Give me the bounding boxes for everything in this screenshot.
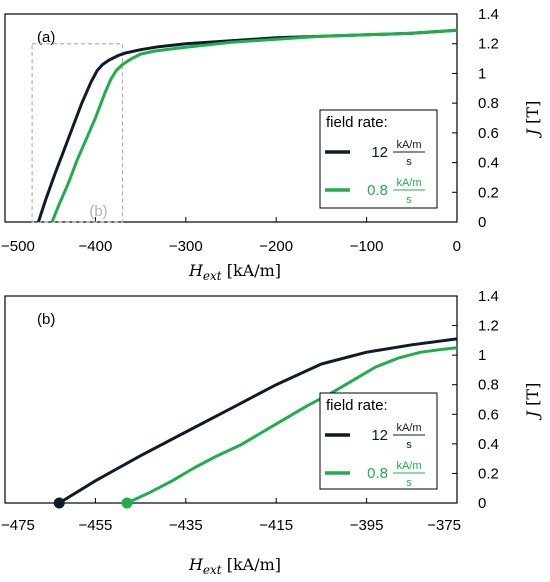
legend-unit-numerator: kA/m bbox=[396, 422, 421, 434]
panel-label: (b) bbox=[37, 311, 55, 328]
y-tick-label: 1.4 bbox=[478, 6, 499, 23]
legend-value: 12 bbox=[371, 144, 388, 161]
panel-label: (a) bbox=[37, 29, 55, 46]
x-tick-label: −455 bbox=[79, 517, 113, 534]
x-tick-label: −475 bbox=[1, 517, 35, 534]
series-line-1 bbox=[50, 28, 457, 222]
legend-title: field rate: bbox=[326, 114, 388, 131]
y-tick-label: 0.2 bbox=[478, 465, 499, 482]
panel-b: −475 −455 −435 −415 −395 −375 0 0.2 0.4 0.6 0.8 1 1.… bbox=[1, 288, 542, 577]
x-tick-label: −395 bbox=[350, 517, 384, 534]
y-axis-title: J [T] bbox=[523, 383, 542, 421]
y-tick-label: 0 bbox=[478, 214, 486, 231]
zoom-region-label: (b) bbox=[89, 203, 107, 220]
x-tick-label: −100 bbox=[350, 238, 384, 255]
series-start-marker bbox=[53, 497, 65, 509]
legend-unit-denominator: s bbox=[406, 439, 412, 451]
legend-value: 0.8 bbox=[367, 182, 388, 199]
y-tick-label: 0.8 bbox=[478, 95, 499, 112]
y-tick-label: 1.2 bbox=[478, 36, 499, 53]
y-axis-title: J [T] bbox=[523, 101, 542, 139]
legend-unit-numerator: kA/m bbox=[396, 139, 421, 151]
series-line-1 bbox=[126, 346, 457, 503]
legend-unit-denominator: s bbox=[406, 477, 412, 489]
y-tick-label: 1.4 bbox=[478, 288, 499, 305]
x-tick-label: −300 bbox=[169, 238, 203, 255]
legend-unit-denominator: s bbox=[406, 194, 412, 206]
panel-a: −500 −400 −300 −200 −100 00 0.2 0.4 0.6 0.8 1 1.2 1.… bbox=[1, 6, 542, 283]
legend-unit-numerator: kA/m bbox=[396, 177, 421, 189]
legend: field rate: 12 kA/m s 0.8 kA/m s bbox=[319, 109, 438, 209]
plot-frame bbox=[4, 295, 458, 504]
y-tick-label: 0.6 bbox=[478, 125, 499, 142]
legend-unit-numerator: kA/m bbox=[396, 460, 421, 472]
y-tick-label: 0.8 bbox=[478, 377, 499, 394]
y-tick-label: 1 bbox=[478, 347, 486, 364]
x-tick-label: −500 bbox=[1, 238, 35, 255]
x-tick-label: −415 bbox=[259, 517, 293, 534]
y-tick-label: 0.2 bbox=[478, 184, 499, 201]
y-tick-label: 1.2 bbox=[478, 318, 499, 335]
legend-title: field rate: bbox=[326, 397, 388, 414]
y-tick-label: 1 bbox=[478, 65, 486, 82]
legend: field rate: 12 kA/m s 0.8 kA/m s bbox=[319, 392, 438, 490]
x-tick-label: −400 bbox=[79, 238, 113, 255]
legend-value: 0.8 bbox=[367, 465, 388, 482]
x-tick-label: −200 bbox=[259, 238, 293, 255]
x-axis-title: Hext [kA/m] bbox=[188, 555, 281, 577]
y-tick-label: 0.4 bbox=[478, 155, 499, 172]
series-start-marker bbox=[121, 497, 133, 509]
series-line-0 bbox=[58, 337, 457, 503]
x-tick-label: 0 bbox=[453, 238, 461, 255]
plot-frame bbox=[4, 13, 458, 223]
legend-unit-denominator: s bbox=[406, 156, 412, 168]
x-tick-label: −375 bbox=[427, 517, 461, 534]
y-tick-label: 0.4 bbox=[478, 436, 499, 453]
x-tick-label: −435 bbox=[169, 517, 203, 534]
y-tick-label: 0 bbox=[478, 495, 486, 512]
legend-value: 12 bbox=[371, 427, 388, 444]
zoom-region-box bbox=[31, 43, 124, 223]
x-axis-title: Hext [kA/m] bbox=[188, 261, 281, 283]
y-tick-label: 0.6 bbox=[478, 406, 499, 423]
